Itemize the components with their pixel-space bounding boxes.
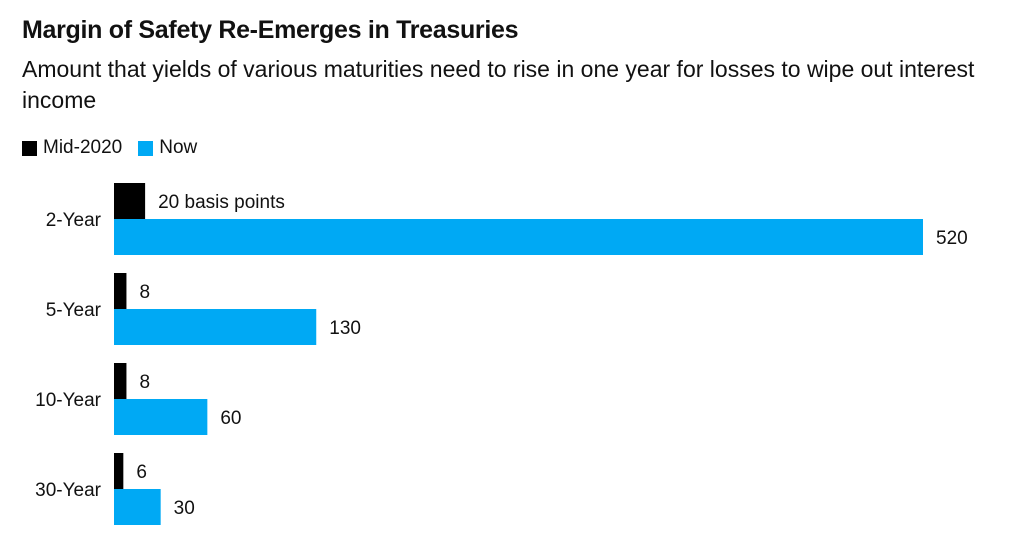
bar-mid-2020-30-year [114,453,124,489]
category-label-5-year: 5-Year [46,300,102,321]
category-label-2-year: 2-Year [46,210,102,231]
legend-swatch-mid-2020 [22,140,37,156]
bar-now-30-year [114,489,161,525]
legend-label-mid-2020: Mid-2020 [43,137,123,158]
legend-swatch-now [138,140,154,156]
legend-item-mid-2020: Mid-2020 [22,137,122,159]
data-label-mid-2020-5-year: 8 [139,282,150,303]
bar-now-2-year [114,219,923,255]
legend-label-now: Now [159,137,198,158]
data-label-mid-2020-2-year: 20 basis points [158,192,285,213]
bar-mid-2020-2-year [114,183,146,219]
bar-now-5-year [114,309,317,345]
bar-mid-2020-5-year [114,273,127,309]
category-label-30-year: 30-Year [35,480,102,501]
data-label-mid-2020-10-year: 8 [139,372,150,393]
data-label-now-5-year: 130 [329,318,361,339]
data-label-mid-2020-30-year: 6 [136,462,147,483]
legend-item-now: Now [138,137,197,159]
bar-now-10-year [114,399,208,435]
legend: Mid-2020 Now [22,137,213,159]
category-label-10-year: 10-Year [35,390,102,411]
bar-mid-2020-10-year [114,363,127,399]
chart-subtitle: Amount that yields of various maturities… [22,56,975,113]
data-label-now-30-year: 30 [174,498,195,519]
chart-title: Margin of Safety Re-Emerges in Treasurie… [22,16,519,44]
data-label-now-2-year: 520 [936,228,968,249]
data-label-now-10-year: 60 [220,408,241,429]
